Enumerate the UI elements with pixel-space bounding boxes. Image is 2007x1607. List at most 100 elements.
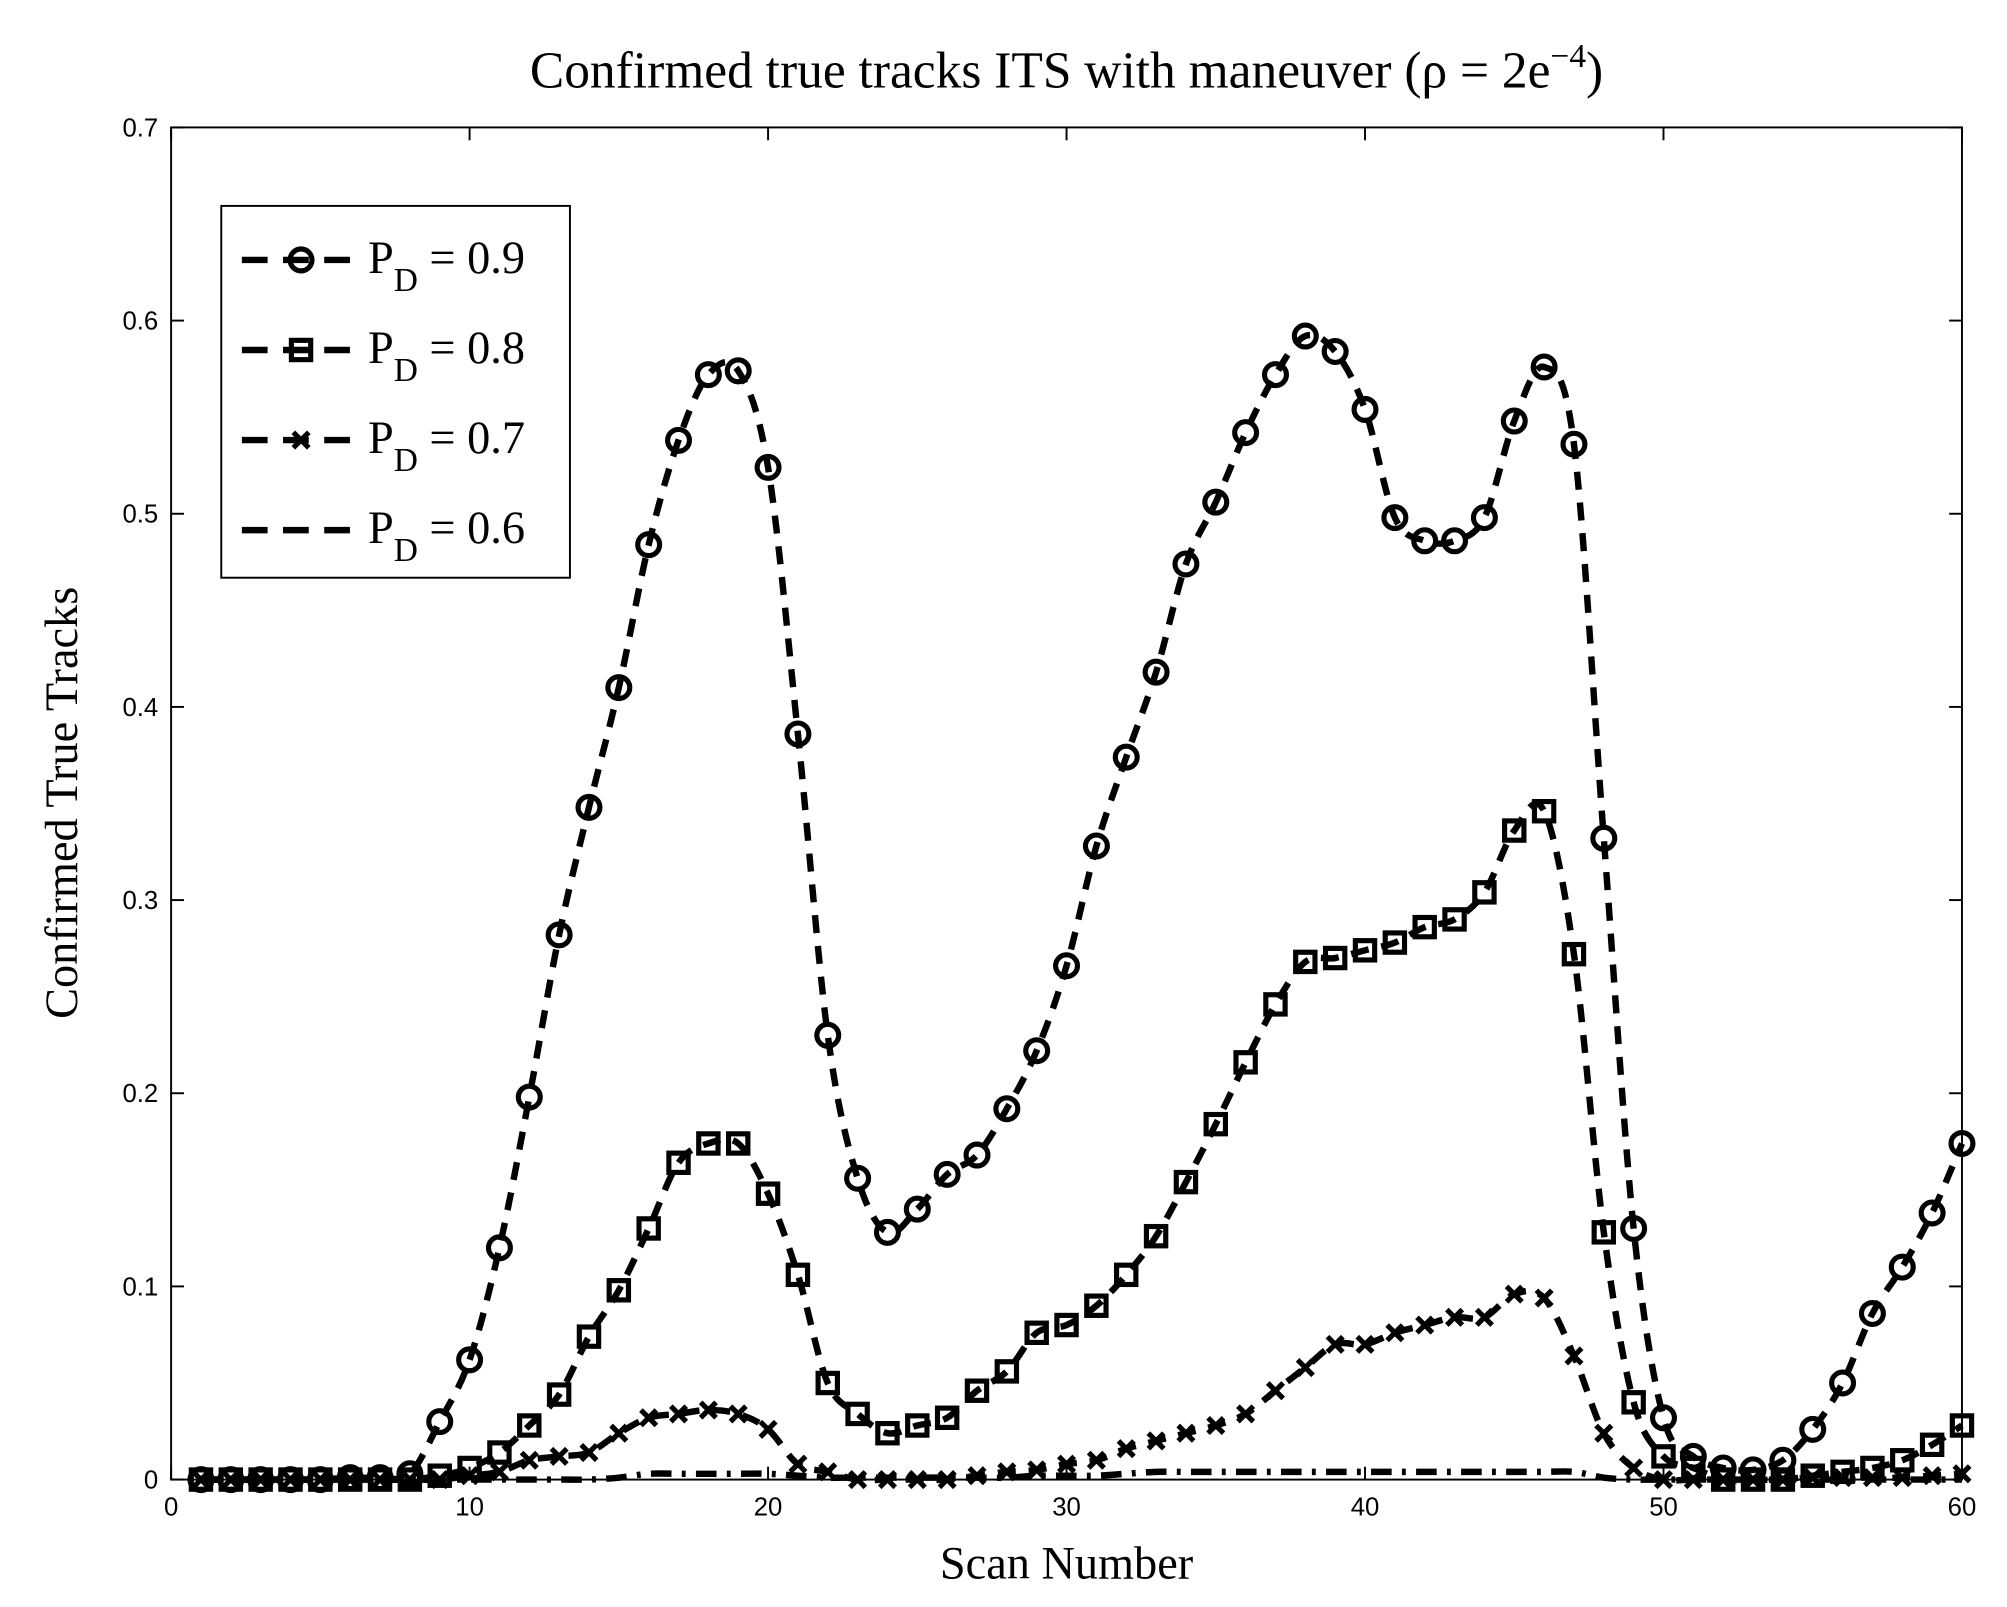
data-point-square — [1800, 1463, 1825, 1488]
data-point-x — [519, 1450, 539, 1470]
data-point-square — [1084, 1293, 1109, 1318]
data-point-circle — [1888, 1253, 1916, 1281]
data-point-square — [1024, 1320, 1049, 1345]
series-line — [200, 1287, 1963, 1484]
data-point-circle — [814, 1021, 842, 1049]
y-tick-label: 0.1 — [122, 1273, 158, 1301]
data-point-square — [755, 1181, 781, 1206]
series-line — [200, 331, 1965, 1483]
data-point-x — [1594, 1423, 1614, 1443]
data-point-circle — [1590, 824, 1618, 852]
data-point-square — [696, 1131, 721, 1156]
data-point-x — [1624, 1458, 1644, 1478]
data-point-x — [1952, 1464, 1972, 1484]
data-point-x — [291, 430, 311, 450]
data-point-circle — [456, 1346, 484, 1374]
data-point-x — [1295, 1358, 1315, 1378]
legend-label: PD = 0.7 — [368, 413, 525, 479]
data-point-x — [1265, 1381, 1286, 1401]
legend: PD = 0.9 PD = 0.8 PD = 0.7 PD = 0.6 — [220, 204, 571, 579]
data-point-circle — [1918, 1199, 1946, 1227]
data-point-x — [758, 1419, 778, 1439]
data-point-x — [251, 1470, 271, 1490]
data-point-circle — [903, 1195, 931, 1223]
data-point-x — [1504, 1284, 1524, 1304]
data-point-circle — [575, 793, 603, 821]
data-point-x — [1653, 1470, 1674, 1490]
data-point-circle — [1441, 527, 1469, 555]
legend-label: PD = 0.6 — [368, 503, 525, 569]
data-point-circle — [1053, 952, 1081, 980]
data-point-circle — [1470, 504, 1498, 532]
data-point-circle — [1261, 361, 1289, 389]
data-point-circle — [993, 1095, 1021, 1123]
data-point-square — [1382, 930, 1408, 955]
data-point-square — [1561, 941, 1587, 967]
data-point-x — [907, 1470, 927, 1490]
data-point-x — [1534, 1288, 1554, 1308]
data-point-square — [576, 1324, 602, 1349]
data-point-x — [1176, 1423, 1196, 1443]
data-point-x — [221, 1470, 241, 1490]
data-point-square — [964, 1378, 990, 1403]
data-point-square — [1531, 799, 1557, 824]
data-point-circle — [366, 1464, 394, 1492]
data-point-square — [1233, 1050, 1258, 1075]
data-point-square — [1203, 1111, 1229, 1137]
legend-item-1: PD = 0.8 — [241, 323, 525, 389]
data-point-square — [1502, 818, 1527, 843]
data-point-x — [1415, 1315, 1435, 1335]
data-point-square — [905, 1413, 930, 1438]
data-point-circle — [1321, 337, 1349, 366]
data-point-square — [427, 1463, 452, 1488]
data-point-x — [698, 1400, 718, 1420]
data-point-square — [1173, 1169, 1199, 1195]
data-point-circle — [1202, 488, 1230, 516]
data-point-circle — [784, 720, 812, 748]
data-point-square — [1293, 949, 1318, 975]
data-point-square — [1322, 945, 1348, 971]
y-tick-label: 0.3 — [122, 887, 158, 915]
data-point-circle — [724, 357, 752, 385]
data-point-square — [606, 1278, 632, 1303]
data-point-circle — [1023, 1037, 1051, 1065]
legend-label: PD = 0.9 — [368, 233, 525, 299]
data-point-square — [785, 1262, 811, 1288]
data-point-circle — [665, 426, 693, 454]
data-point-circle — [1858, 1299, 1886, 1327]
data-point-x — [609, 1423, 629, 1443]
data-point-square — [845, 1401, 870, 1427]
y-tick-label: 0.7 — [122, 114, 158, 142]
data-point-x — [1086, 1450, 1106, 1470]
data-point-x — [818, 1462, 838, 1482]
data-point-circle — [217, 1466, 245, 1494]
data-point-circle — [1381, 504, 1409, 532]
data-point-circle — [1351, 395, 1379, 423]
y-tick-label: 0.5 — [122, 501, 158, 529]
data-point-circle — [933, 1160, 961, 1188]
legend-item-2: PD = 0.7 — [241, 413, 525, 479]
data-point-circle — [287, 246, 315, 274]
data-point-square — [815, 1370, 840, 1396]
data-point-circle — [1649, 1404, 1678, 1432]
legend-box — [220, 204, 571, 579]
data-point-square — [1591, 1220, 1617, 1245]
data-point-circle — [276, 1466, 305, 1494]
data-point-square — [666, 1150, 691, 1176]
x-tick-label: 50 — [1649, 1494, 1678, 1522]
data-point-circle — [1291, 322, 1319, 350]
data-point-circle — [515, 1083, 543, 1111]
x-tick-label: 60 — [1948, 1494, 1977, 1522]
data-point-circle — [1172, 550, 1200, 578]
data-point-circle — [605, 674, 633, 702]
data-point-square — [1114, 1262, 1139, 1288]
data-point-circle — [844, 1164, 872, 1192]
data-point-square — [1860, 1455, 1885, 1481]
data-point-x — [1355, 1334, 1375, 1354]
data-point-circle — [1500, 407, 1528, 435]
data-point-x — [1057, 1454, 1077, 1474]
x-tick-label: 10 — [455, 1494, 484, 1522]
data-point-x — [639, 1408, 659, 1428]
data-point-x — [1474, 1307, 1494, 1327]
